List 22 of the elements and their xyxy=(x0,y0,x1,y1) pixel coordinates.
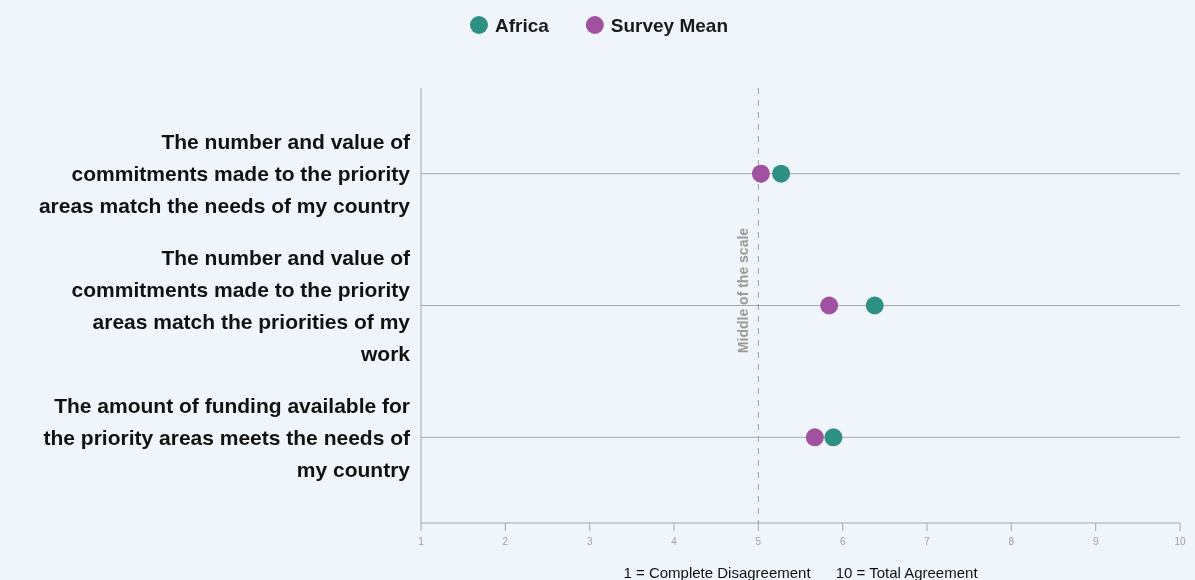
x-tick-label: 4 xyxy=(671,536,678,547)
point xyxy=(824,428,843,447)
point xyxy=(805,428,824,447)
legend-label: Africa xyxy=(494,14,550,36)
point xyxy=(772,164,791,183)
x-tick-label: 7 xyxy=(924,536,931,547)
y-tick-label: The number and value of commitments made to the priority areas match the needs of my country xyxy=(38,130,411,218)
x-tick-label: 9 xyxy=(1092,536,1099,547)
x-tick-label: 8 xyxy=(1008,536,1015,547)
point xyxy=(865,296,884,315)
x-tick-label: 2 xyxy=(502,536,509,547)
y-tick-label: The number and value of commitments made to the priority areas match the priorities of my work xyxy=(71,245,411,365)
x-tick-label: 3 xyxy=(586,536,593,547)
legend-label: Survey Mean xyxy=(610,14,729,36)
point xyxy=(751,164,770,183)
x-tick-label: 10 xyxy=(1174,536,1186,547)
x-tick-label: 6 xyxy=(839,536,846,547)
y-tick-label: The amount of funding available for the priority areas meets the needs of my country xyxy=(43,393,411,481)
x-tick-label: 1 xyxy=(418,536,425,547)
ref-line-label: Middle of the scale xyxy=(735,227,752,354)
x-tick-label: 5 xyxy=(755,536,762,547)
point xyxy=(820,296,839,315)
